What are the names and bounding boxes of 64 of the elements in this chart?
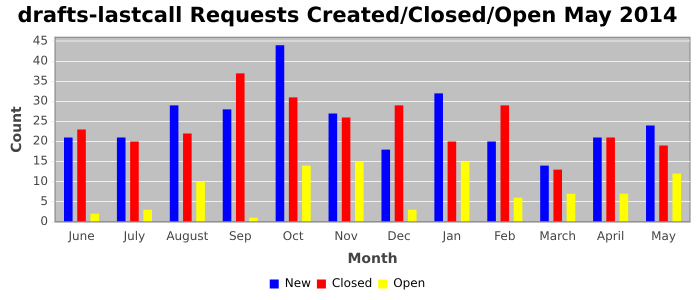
legend-label: New bbox=[284, 276, 312, 290]
x-tick-label: Jan bbox=[442, 229, 462, 244]
bar bbox=[540, 166, 549, 222]
bar bbox=[170, 105, 178, 222]
bar bbox=[355, 162, 364, 222]
bar bbox=[514, 198, 522, 222]
x-tick-label: Sep bbox=[228, 229, 252, 244]
y-tick-label: 20 bbox=[32, 134, 48, 148]
y-tick-label: 35 bbox=[32, 73, 48, 88]
bar bbox=[448, 142, 456, 222]
bar bbox=[381, 150, 390, 222]
chart-title: drafts-lastcall Requests Created/Closed/Open May 2014 bbox=[17, 3, 678, 28]
bar bbox=[77, 130, 86, 222]
bar bbox=[408, 210, 417, 222]
x-tick-label: June bbox=[67, 229, 95, 244]
x-tick-label: July bbox=[122, 229, 146, 244]
x-tick-label: April bbox=[596, 229, 624, 244]
y-tick-label: 30 bbox=[32, 94, 48, 108]
bar bbox=[249, 218, 258, 222]
bar bbox=[64, 138, 73, 222]
x-tick-label: March bbox=[539, 229, 576, 244]
bar bbox=[487, 142, 496, 222]
legend-label: Open bbox=[393, 276, 426, 290]
bar bbox=[500, 105, 510, 222]
y-tick-label: 40 bbox=[32, 53, 48, 68]
bar bbox=[288, 97, 298, 222]
bar bbox=[116, 138, 126, 222]
bar bbox=[222, 109, 232, 222]
y-tick-label: 10 bbox=[32, 174, 48, 188]
bar bbox=[90, 214, 100, 222]
bar bbox=[672, 174, 682, 222]
x-tick-label: Dec bbox=[387, 229, 411, 244]
bar bbox=[646, 125, 655, 222]
bar bbox=[143, 210, 152, 222]
x-tick-label: August bbox=[166, 229, 209, 244]
x-tick-label: Feb bbox=[494, 229, 516, 244]
bar bbox=[196, 182, 205, 222]
bar bbox=[553, 170, 562, 222]
bar bbox=[659, 146, 668, 222]
bar bbox=[460, 162, 470, 222]
x-tick-label: May bbox=[651, 229, 676, 244]
bar bbox=[236, 73, 245, 222]
y-tick-label: 25 bbox=[32, 114, 48, 128]
x-tick-label: Oct bbox=[282, 229, 304, 244]
y-tick-label: 5 bbox=[40, 194, 48, 208]
bar bbox=[130, 142, 139, 222]
y-tick-label: 0 bbox=[40, 214, 48, 228]
bar bbox=[302, 166, 311, 222]
x-axis-title: Month bbox=[347, 251, 398, 268]
x-tick-label: Nov bbox=[334, 229, 358, 244]
bar bbox=[276, 45, 284, 222]
bar bbox=[183, 134, 192, 222]
bar bbox=[593, 138, 602, 222]
bar bbox=[434, 93, 443, 222]
bar bbox=[606, 138, 615, 222]
y-axis-title: Count bbox=[9, 106, 26, 153]
bar bbox=[394, 105, 404, 222]
legend-label: Closed bbox=[332, 276, 372, 290]
bar bbox=[342, 117, 350, 222]
y-tick-label: 45 bbox=[32, 33, 48, 48]
bar bbox=[620, 194, 628, 222]
bar bbox=[566, 194, 576, 222]
bar bbox=[328, 113, 338, 222]
y-tick-label: 15 bbox=[32, 154, 48, 168]
